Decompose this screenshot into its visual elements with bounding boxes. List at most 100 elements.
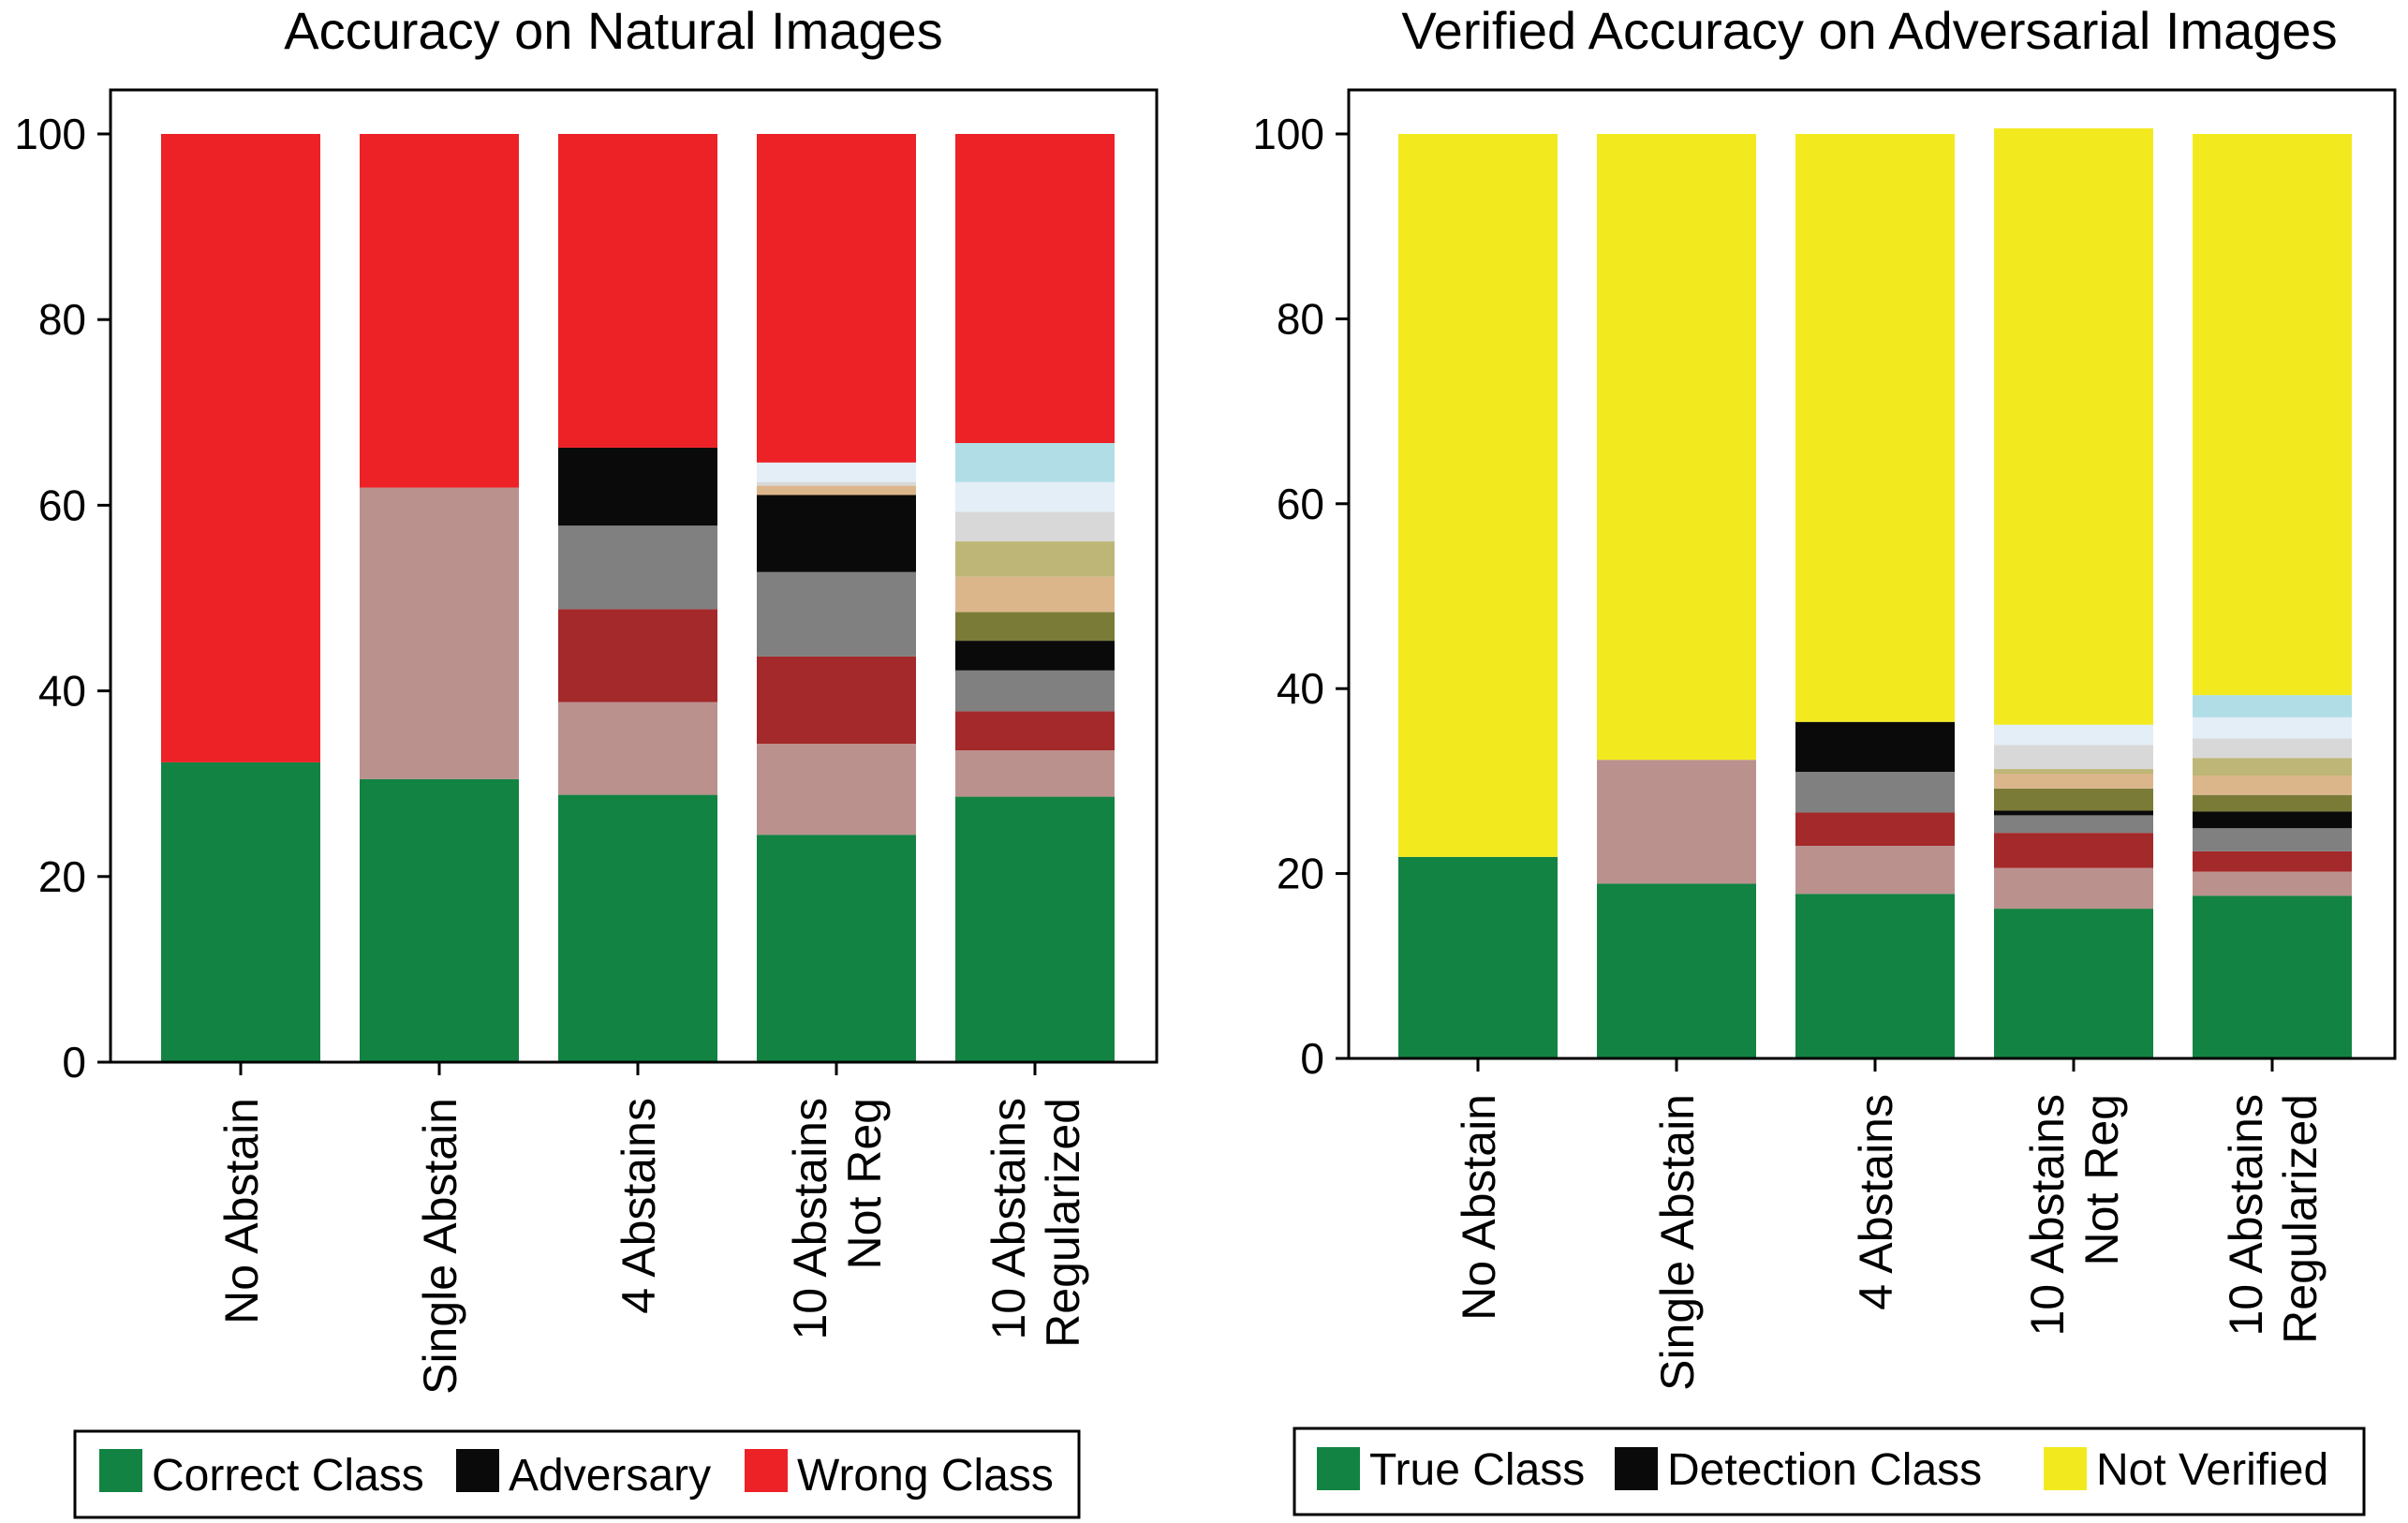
bar-segment-wrong (360, 134, 519, 488)
bar-segment-detection (1597, 760, 1756, 884)
y-tick-label: 60 (1277, 480, 1324, 528)
legend-swatch (456, 1449, 499, 1492)
bar-segment-not-verified (1994, 128, 2153, 725)
bar-segment-not-verified (1398, 134, 1558, 857)
bar-segment-true (2193, 895, 2352, 1058)
x-tick-label: No Abstain (1453, 1094, 1505, 1321)
y-tick-label: 60 (38, 481, 86, 529)
chart-title: Verified Accuracy on Adversarial Images (1401, 1, 2337, 60)
bar-segment-abstain (757, 481, 916, 486)
bar-segment-abstain (955, 541, 1115, 577)
bar-segment-detection (2193, 794, 2352, 812)
bar-segment-abstain (757, 462, 916, 482)
bar-segment-correct (757, 835, 916, 1062)
bar-segment-abstain (955, 750, 1115, 797)
x-tick-label: Single Abstain (1651, 1094, 1704, 1391)
bar-segment-detection (2193, 717, 2352, 739)
bar-segment-abstain (955, 711, 1115, 751)
bar-segment-detection (1994, 724, 2153, 746)
bar-segment-detection (1994, 774, 2153, 789)
chart-adversarial-images: Verified Accuracy on Adversarial Images … (1252, 1, 2397, 1516)
x-tick-label: 10 AbstainsNot Reg (784, 1098, 891, 1340)
bar-segment-detection (2193, 850, 2352, 872)
y-tick-label: 80 (38, 295, 86, 344)
bar-segment-abstain (955, 612, 1115, 642)
x-tick-label: No Abstain (215, 1098, 268, 1324)
chart-title: Accuracy on Natural Images (284, 1, 942, 60)
x-tick-label: 10 AbstainsRegularized (2220, 1094, 2327, 1344)
x-tick-label: 4 Abstains (613, 1098, 665, 1314)
legend-label: True Class (1369, 1445, 1585, 1495)
x-tick-label: 4 Abstains (1850, 1094, 1902, 1310)
bar-segment-wrong (558, 134, 717, 448)
legend: Correct Class Adversary Wrong Class (73, 1429, 1081, 1519)
bar-segment-detection (2193, 695, 2352, 717)
legend-swatch (745, 1449, 788, 1492)
bar-segment-detection (2193, 811, 2352, 829)
x-tick-label: 10 AbstainsNot Reg (2021, 1094, 2128, 1337)
y-tick-label: 20 (38, 852, 86, 901)
x-axis: No Abstain Single Abstain 4 Abstains 10 Abs… (1453, 1094, 2327, 1391)
plot-frame (1347, 88, 2397, 1060)
bar-segment-true (1795, 894, 1955, 1058)
legend-label: Not Verified (2096, 1445, 2328, 1495)
legend-swatch (2044, 1447, 2087, 1490)
legend: True Class Detection Class Not Verified (1293, 1427, 2366, 1516)
bar-segment-abstain (757, 485, 916, 495)
bar-segment-abstain (955, 641, 1115, 671)
bar-segment-detection (2193, 871, 2352, 896)
legend-label: Wrong Class (797, 1451, 1054, 1501)
y-tick-label: 40 (1277, 664, 1324, 713)
bar-segment-detection (1994, 867, 2153, 909)
legend-label: Detection Class (1667, 1445, 1982, 1495)
y-axis: 0 20 40 60 80 100 (14, 110, 1037, 1087)
bar-segment-detection (1795, 845, 1955, 895)
bar-segment-abstain (757, 495, 916, 572)
legend-frame (73, 1429, 1081, 1519)
bar-segment-abstain (955, 443, 1115, 482)
y-tick-label: 100 (1252, 110, 1324, 158)
x-tick-label: 10 AbstainsRegularized (982, 1098, 1089, 1348)
legend-swatch (1615, 1447, 1658, 1490)
legend-swatch (1317, 1447, 1360, 1490)
chart-natural-images: Accuracy on Natural Images 020406080100 … (14, 1, 1159, 1519)
bar-segment-true (1994, 909, 2153, 1058)
bar-segment-correct (360, 778, 519, 1062)
bar-segment-abstain (955, 670, 1115, 712)
bar-segment-wrong (161, 134, 320, 762)
legend-swatch (99, 1449, 142, 1492)
y-tick-label: 20 (1277, 850, 1324, 898)
legend-label: Adversary (509, 1451, 711, 1501)
bar-segment-correct (558, 794, 717, 1062)
bars (161, 134, 1115, 1062)
bar-segment-not-verified (2193, 134, 2352, 696)
legend-label: Correct Class (152, 1451, 424, 1501)
bar-segment-abstain (360, 487, 519, 779)
x-tick-label: Single Abstain (414, 1098, 466, 1395)
bar-segment-detection (1994, 788, 2153, 811)
bar-segment-abstain (955, 511, 1115, 542)
bar-segment-detection (2193, 828, 2352, 851)
bar-segment-abstain (558, 609, 717, 702)
bars (1398, 128, 2352, 1058)
bar-segment-detection (1994, 769, 2153, 775)
bar-segment-adversary (558, 447, 717, 526)
plot-frame (109, 88, 1159, 1064)
bar-segment-detection (2193, 738, 2352, 759)
bar-segment-true (1597, 883, 1756, 1058)
bar-segment-true (1398, 856, 1558, 1058)
legend-frame (1293, 1427, 2366, 1516)
bar-segment-detection (1994, 745, 2153, 770)
bar-segment-detection (1994, 810, 2153, 816)
bar-segment-detection (1795, 772, 1955, 813)
bar-segment-wrong (955, 134, 1115, 444)
bar-segment-abstain (955, 481, 1115, 512)
bar-segment-abstain (757, 571, 916, 657)
bar-segment-abstain (955, 576, 1115, 613)
bar-segment-not-verified (1597, 134, 1756, 761)
bar-segment-wrong (757, 134, 916, 463)
bar-segment-correct (161, 762, 320, 1062)
bar-segment-detection (1994, 815, 2153, 834)
y-tick-label: 80 (1277, 294, 1324, 343)
